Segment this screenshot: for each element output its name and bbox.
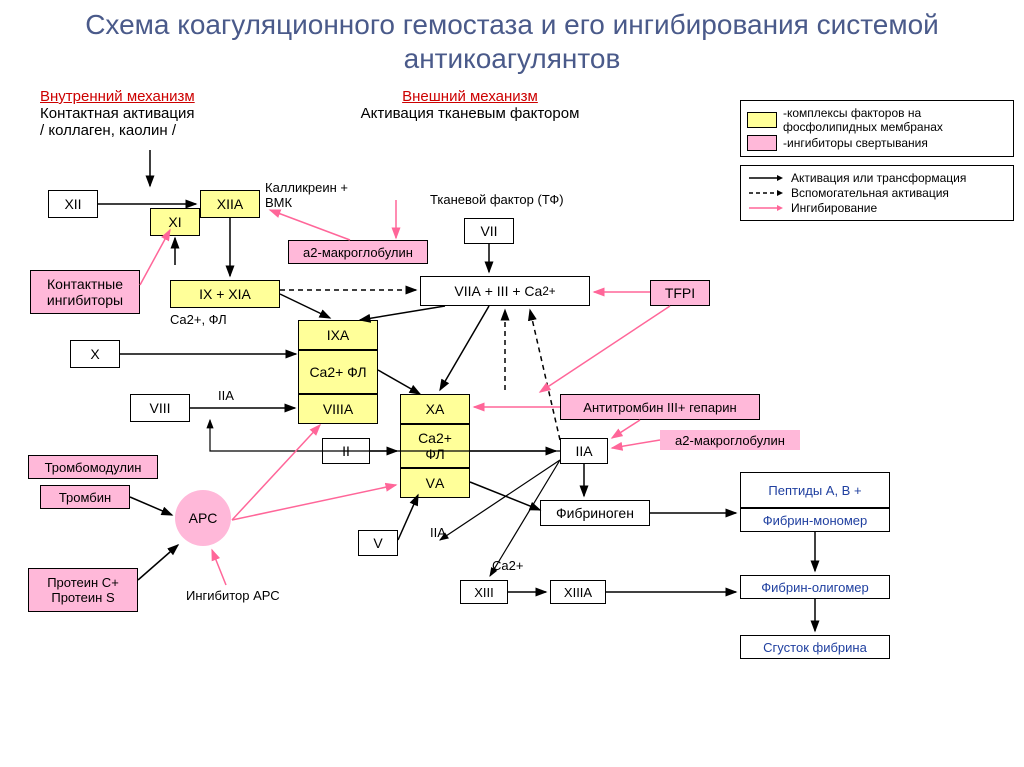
node-fibrin-oligo: Фибрин-олигомер [740, 575, 890, 599]
node-xi: XI [150, 208, 200, 236]
node-tfpi: TFPI [650, 280, 710, 306]
node-va: VА [400, 468, 470, 498]
intrinsic-title: Внутренний механизм [40, 88, 195, 105]
intrinsic-sub1: Контактная активация [40, 105, 194, 122]
node-a2-macro-1: а2-макроглобулин [288, 240, 428, 264]
node-x: X [70, 340, 120, 368]
viia-text: VIIА + III + Ca [454, 283, 542, 299]
node-v: V [358, 530, 398, 556]
node-ix-xia: IX + XIА [170, 280, 280, 308]
label-tf: Тканевой фактор (ТФ) [430, 192, 564, 207]
node-xiiia: XIIIА [550, 580, 606, 604]
extrinsic-header: Внешний механизм Активация тканевым факт… [330, 88, 610, 122]
legend-arrows: Активация или трансформация Вспомогатель… [740, 165, 1014, 221]
viia-sup: 2+ [542, 285, 555, 298]
label-iia-1: IIА [218, 388, 234, 403]
extrinsic-title: Внешний механизм [402, 88, 538, 105]
node-peptides: Пептиды А, В + [740, 472, 890, 508]
label-iia-2: IIА [430, 525, 446, 540]
node-ii: II [322, 438, 370, 464]
node-protein-cs: Протеин С+ Протеин S [28, 568, 138, 612]
intrinsic-header: Внутренний механизм Контактная активация… [40, 88, 280, 139]
legend-solid: Активация или трансформация [791, 171, 966, 185]
node-ixa: IXА [298, 320, 378, 350]
node-thrombomodulin: Тромбомодулин [28, 455, 158, 479]
node-viii: VIII [130, 394, 190, 422]
legend-pink: -ингибиторы свертывания [783, 136, 928, 150]
label-kallikrein: Калликреин + ВМК [265, 180, 375, 210]
legend-pink-arrow: Ингибирование [791, 201, 877, 215]
legend-dashed: Вспомогательная активация [791, 186, 949, 200]
legend-colors: -комплексы факторов на фосфолипидных мем… [740, 100, 1014, 157]
node-apc: АРС [175, 490, 231, 546]
node-iia: IIА [560, 438, 608, 464]
node-viia-complex: VIIА + III + Ca2+ [420, 276, 590, 306]
extrinsic-sub: Активация тканевым фактором [361, 105, 580, 122]
node-antithrombin: Антитромбин III+ гепарин [560, 394, 760, 420]
node-xiia: XIIА [200, 190, 260, 218]
node-thrombin: Тромбин [40, 485, 130, 509]
node-xa: XА [400, 394, 470, 424]
main-title: Схема коагуляционного гемостаза и его ин… [0, 0, 1024, 75]
node-contact-inh: Контактные ингибиторы [30, 270, 140, 314]
node-xii: XII [48, 190, 98, 218]
node-xiii: XIII [460, 580, 508, 604]
node-viiia: VIIIА [298, 394, 378, 424]
node-ca-fl-3: Ca2+ ФЛ [400, 424, 470, 468]
label-apc-inh: Ингибитор АРС [186, 588, 280, 603]
node-fibrin-clot: Сгусток фибрина [740, 635, 890, 659]
node-ca-fl-2: Ca2+ ФЛ [298, 350, 378, 394]
label-ca2: Ca2+ [492, 558, 523, 573]
node-fibrinogen: Фибриноген [540, 500, 650, 526]
node-a2-macro-2: а2-макроглобулин [660, 430, 800, 450]
intrinsic-sub2: / коллаген, каолин / [40, 122, 176, 139]
legend-yellow: -комплексы факторов на фосфолипидных мем… [783, 106, 1007, 134]
node-vii: VII [464, 218, 514, 244]
node-fibrin-mono: Фибрин-мономер [740, 508, 890, 532]
label-ca-fl-1: Ca2+, ФЛ [170, 312, 227, 327]
